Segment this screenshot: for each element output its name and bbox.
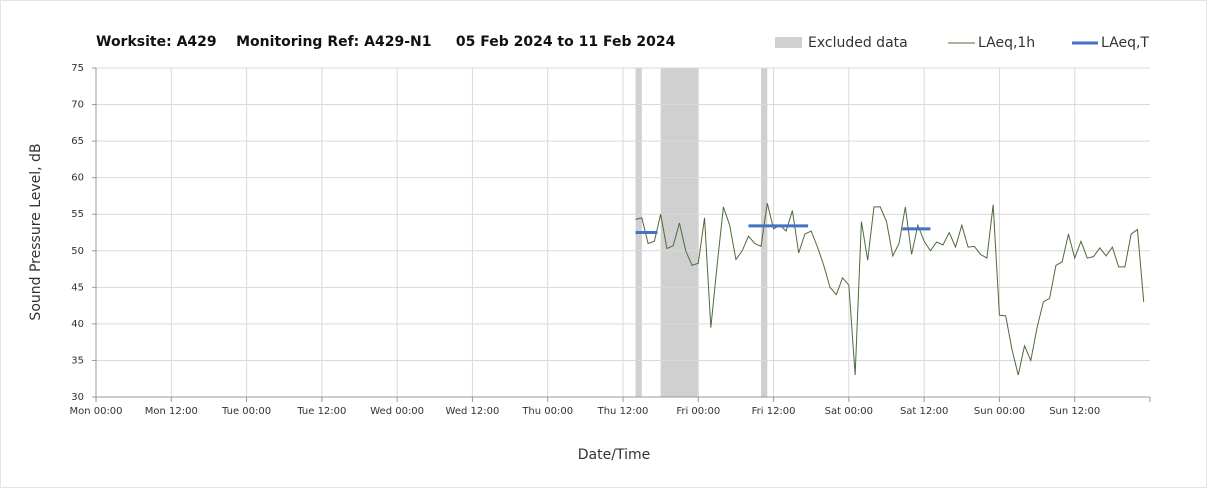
x-tick-label: Sat 12:00 — [900, 406, 948, 417]
chart-title: Worksite: A429 Monitoring Ref: A429-N1 0… — [96, 34, 676, 50]
y-tick-label: 45 — [71, 282, 84, 293]
y-tick-label: 75 — [71, 63, 84, 74]
x-tick-label: Fri 12:00 — [752, 406, 796, 417]
y-tick-label: 55 — [71, 209, 84, 220]
legend-label: LAeq,1h — [978, 35, 1035, 51]
x-tick-label: Tue 12:00 — [296, 406, 346, 417]
y-tick-label: 70 — [71, 100, 84, 111]
legend-label: Excluded data — [808, 35, 908, 51]
x-tick-label: Sat 00:00 — [825, 406, 873, 417]
x-tick-label: Fri 00:00 — [676, 406, 720, 417]
x-tick-label: Wed 12:00 — [446, 406, 500, 417]
y-tick-label: 35 — [71, 355, 84, 366]
y-tick-label: 60 — [71, 173, 84, 184]
x-tick-label: Tue 00:00 — [221, 406, 271, 417]
y-tick-label: 50 — [71, 246, 84, 257]
x-tick-label: Wed 00:00 — [370, 406, 424, 417]
x-tick-label: Thu 12:00 — [597, 406, 649, 417]
excluded-band — [761, 68, 768, 397]
y-tick-label: 65 — [71, 136, 84, 147]
y-tick-label: 30 — [71, 392, 84, 403]
y-axis-title: Sound Pressure Level, dB — [28, 143, 44, 320]
legend-swatch-excluded — [775, 37, 802, 48]
x-tick-label: Mon 00:00 — [69, 406, 122, 417]
legend-label: LAeq,T — [1101, 35, 1149, 51]
x-axis-title: Date/Time — [578, 447, 650, 463]
x-tick-label: Sun 00:00 — [974, 406, 1025, 417]
excluded-band — [660, 68, 699, 397]
x-tick-label: Sun 12:00 — [1049, 406, 1100, 417]
x-tick-label: Mon 12:00 — [145, 406, 198, 417]
x-tick-label: Thu 00:00 — [521, 406, 573, 417]
y-tick-label: 40 — [71, 319, 84, 330]
series-line — [635, 203, 1145, 376]
